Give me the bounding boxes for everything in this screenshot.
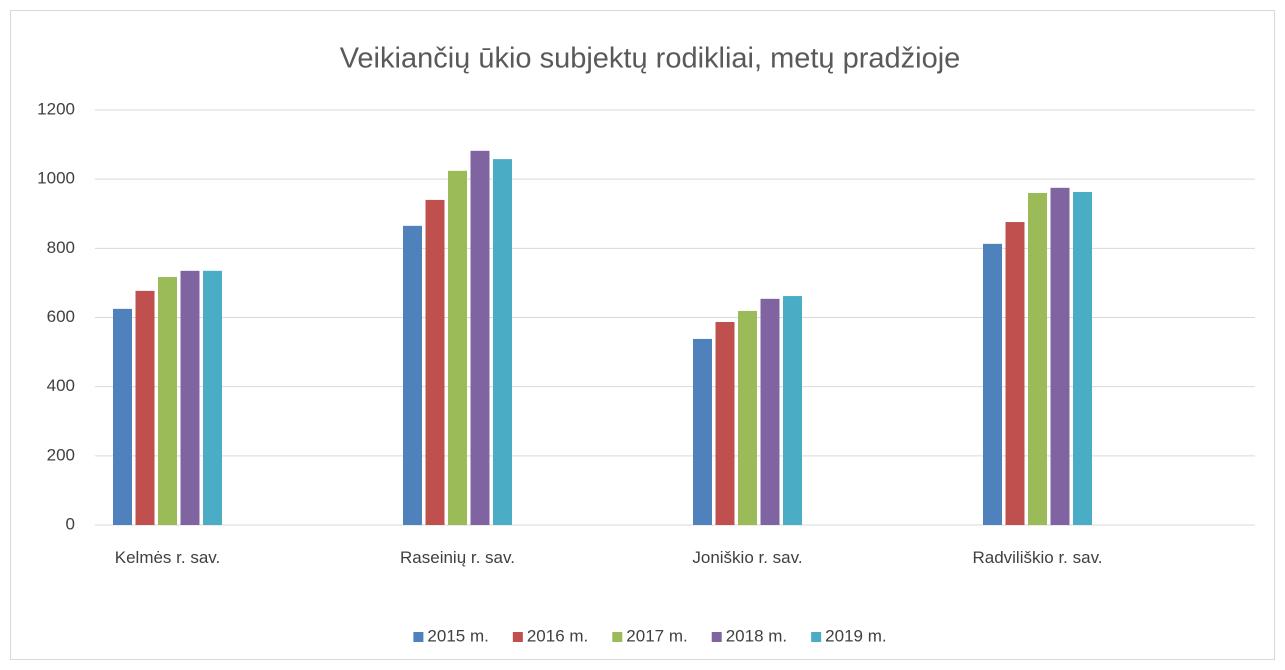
legend-swatch: [512, 632, 523, 642]
bar: [448, 170, 467, 525]
legend-swatch: [711, 632, 722, 642]
bar: [180, 270, 200, 525]
bar: [715, 321, 735, 525]
bar: [693, 338, 712, 525]
y-tick-label: 800: [47, 238, 75, 257]
legend-label: 2019 m.: [825, 626, 886, 645]
bar: [425, 199, 445, 525]
bar: [1073, 191, 1092, 525]
y-tick-label: 0: [66, 514, 75, 533]
legend-swatch: [811, 632, 822, 642]
bar: [1005, 222, 1025, 526]
bar: [783, 296, 802, 525]
bar: [1028, 193, 1047, 525]
y-tick-label: 1000: [37, 169, 75, 188]
bar: [403, 225, 422, 525]
bar: [135, 290, 155, 525]
bar: [983, 243, 1002, 525]
y-tick-label: 1200: [37, 99, 75, 118]
bar: [1050, 187, 1070, 525]
bar: [470, 150, 490, 525]
bar: [203, 270, 222, 525]
bar: [493, 159, 512, 525]
y-tick-label: 200: [47, 445, 75, 464]
bar: [738, 310, 757, 525]
legend-label: 2018 m.: [726, 626, 787, 645]
x-tick-label: Raseinių r. sav.: [400, 548, 515, 567]
legend-swatch: [612, 632, 623, 642]
legend-label: 2015 m.: [427, 626, 488, 645]
y-tick-label: 600: [47, 307, 75, 326]
legend-label: 2017 m.: [626, 626, 687, 645]
x-tick-label: Kelmės r. sav.: [114, 548, 221, 567]
x-tick-label: Radviliškio r. sav.: [972, 548, 1103, 567]
legend-swatch: [413, 632, 424, 642]
bar: [113, 308, 132, 525]
bar: [760, 298, 780, 525]
chart-title: Veikiančių ūkio subjektų rodikliai, metų…: [340, 43, 961, 75]
y-tick-label: 400: [47, 376, 75, 395]
legend-label: 2016 m.: [527, 626, 588, 645]
bar: [158, 277, 177, 525]
x-tick-label: Joniškio r. sav.: [692, 548, 803, 567]
